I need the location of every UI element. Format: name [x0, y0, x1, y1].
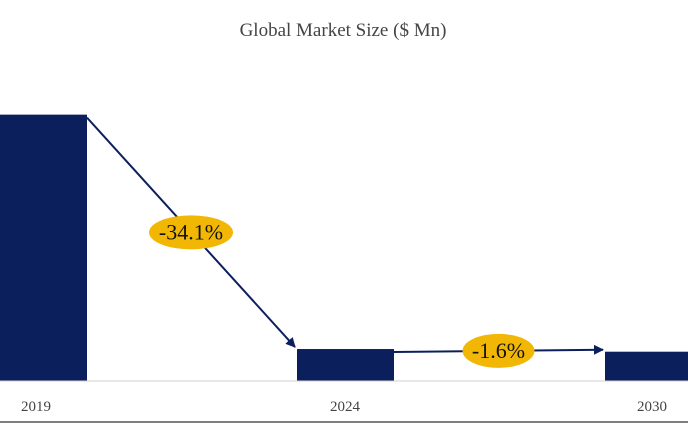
cagr-badge-bg — [462, 333, 535, 368]
x-tick-labels: 2019 2024 2030 — [21, 399, 667, 415]
bars-layer — [0, 114, 688, 382]
cagr-badge-2: -1.6% — [462, 333, 535, 368]
cagr-label: -34.1% — [159, 219, 223, 244]
bar-2024 — [297, 349, 394, 381]
x-tick-label: 2019 — [21, 399, 51, 415]
bar-2019 — [0, 114, 87, 382]
x-tick-label: 2024 — [330, 399, 361, 415]
chart-title: Global Market Size ($ Mn) — [240, 20, 447, 41]
bar-2030 — [605, 351, 688, 381]
x-tick-label: 2030 — [637, 399, 667, 415]
cagr-label: -1.6% — [472, 338, 525, 363]
cagr-badge-1: -34.1% — [149, 215, 233, 250]
cagr-badge-bg — [149, 215, 233, 250]
arrows-layer: -34.1% -1.6% — [86, 116, 604, 368]
